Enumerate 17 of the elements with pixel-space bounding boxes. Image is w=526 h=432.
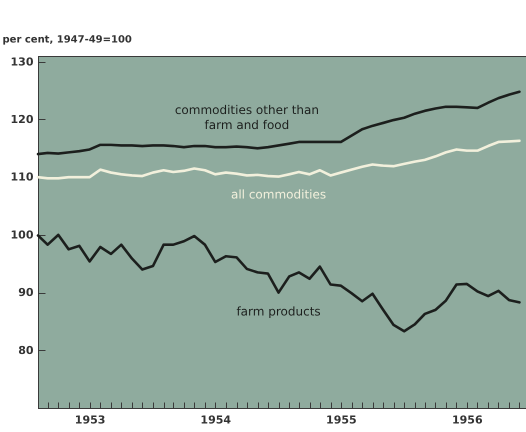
x-tick-label: 1953	[74, 414, 106, 426]
y-tick-label: 110	[10, 170, 34, 184]
y-tick-label: 90	[18, 286, 34, 300]
y-tick-label: 100	[10, 228, 34, 242]
series-label: all commodities	[230, 188, 326, 202]
x-tick-label: 1954	[200, 414, 232, 426]
series-label: commodities other than farm and food	[174, 103, 319, 132]
series-label: farm products	[236, 304, 321, 319]
y-tick-label: 80	[18, 344, 34, 357]
x-tick-label: 1956	[452, 414, 483, 426]
y-tick-label: 130	[10, 55, 34, 68]
x-tick-label: 1955	[326, 414, 357, 426]
y-axis-title: per cent, 1947-49=100	[2, 34, 132, 46]
line-series	[36, 140, 521, 180]
y-tick-label: 120	[10, 112, 34, 126]
line-series	[36, 234, 521, 333]
line-series	[36, 90, 521, 156]
